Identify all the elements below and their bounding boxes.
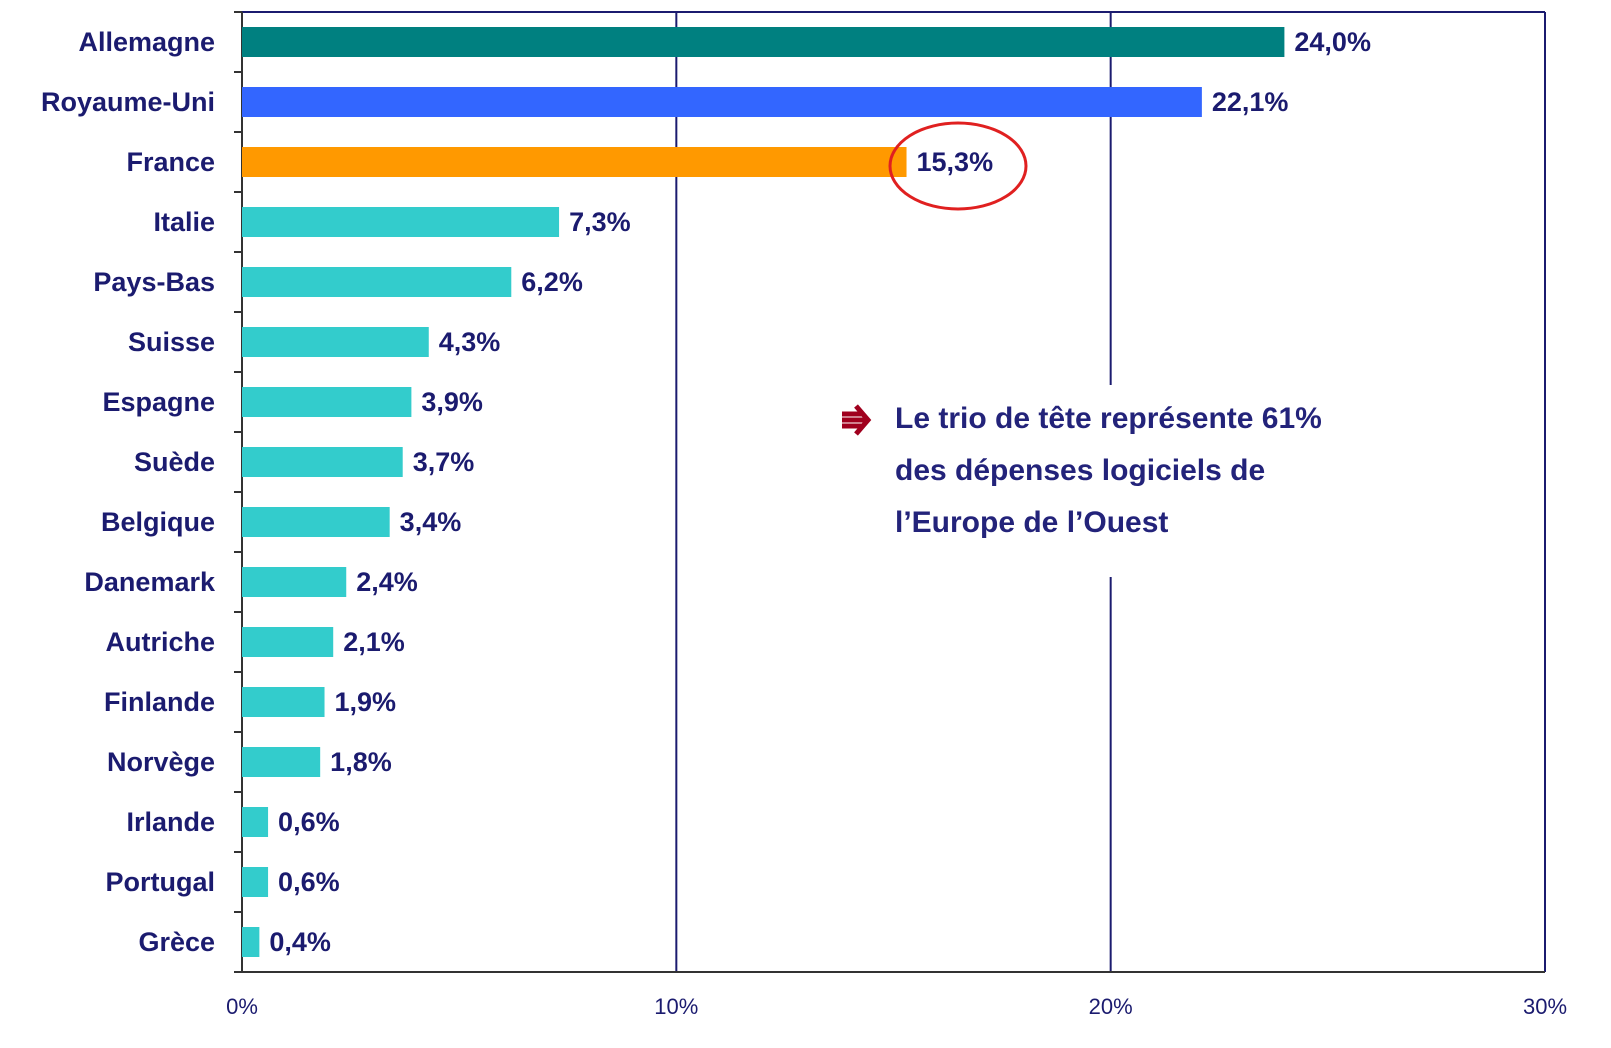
value-label: 24,0% — [1294, 27, 1371, 57]
category-label: Suisse — [128, 327, 215, 357]
value-label-bg — [408, 445, 479, 480]
category-label: Espagne — [102, 387, 215, 417]
bar — [242, 687, 325, 717]
category-label: Suède — [134, 447, 215, 477]
highlight-circle — [888, 121, 1028, 211]
bar — [242, 567, 347, 597]
category-label: Italie — [153, 207, 215, 237]
category-label: Irlande — [126, 807, 215, 837]
category-label: Portugal — [105, 867, 215, 897]
bar — [242, 507, 390, 537]
x-tick-label: 30% — [1523, 994, 1567, 1019]
value-label-bg — [274, 805, 344, 840]
value-label-bg — [339, 625, 409, 660]
category-label: Allemagne — [78, 27, 215, 57]
category-label: Finlande — [104, 687, 215, 717]
bar — [242, 147, 907, 177]
value-label: 3,7% — [413, 447, 475, 477]
category-label: Belgique — [101, 507, 215, 537]
bar — [242, 387, 412, 417]
category-label: Autriche — [105, 627, 215, 657]
category-label: Danemark — [84, 567, 216, 597]
value-label: 1,9% — [335, 687, 397, 717]
value-label-bg — [565, 205, 635, 240]
value-label: 2,1% — [343, 627, 405, 657]
value-label: 6,2% — [521, 267, 583, 297]
annotation: des dépenses logiciels de — [895, 454, 1265, 487]
value-label: 2,4% — [356, 567, 418, 597]
value-label-bg — [912, 145, 998, 180]
category-label: Royaume-Uni — [41, 87, 215, 117]
value-label: 22,1% — [1212, 87, 1289, 117]
value-label: 7,3% — [569, 207, 631, 237]
bar — [242, 627, 334, 657]
value-label-bg — [517, 265, 587, 300]
annotation-arrow — [842, 404, 872, 436]
x-tick-label: 20% — [1089, 994, 1133, 1019]
value-label-bg — [326, 745, 396, 780]
value-label-bg — [417, 385, 487, 420]
category-label: Norvège — [107, 747, 215, 777]
x-tick-label: 10% — [654, 994, 698, 1019]
value-label-bg — [352, 565, 422, 600]
category-label: Pays-Bas — [93, 267, 215, 297]
value-label-bg — [265, 925, 335, 960]
value-label: 0,4% — [269, 927, 331, 957]
value-label-bg — [1290, 25, 1375, 60]
bar — [242, 267, 512, 297]
bar — [242, 207, 560, 237]
value-label: 4,3% — [439, 327, 501, 357]
annotation-box — [830, 385, 1430, 577]
bar — [242, 927, 260, 957]
bar — [242, 447, 403, 477]
value-label: 0,6% — [278, 867, 340, 897]
category-label: France — [126, 147, 215, 177]
value-label: 15,3% — [917, 147, 994, 177]
value-label: 1,8% — [330, 747, 392, 777]
bar — [242, 747, 321, 777]
bar — [242, 27, 1285, 57]
value-label: 3,4% — [400, 507, 462, 537]
bar — [242, 87, 1202, 117]
annotation: Le trio de tête représente 61% — [895, 402, 1322, 435]
annotation: l’Europe de l’Ouest — [895, 506, 1168, 539]
value-label-bg — [1207, 85, 1293, 120]
bars: Allemagne 24,0% Royaume-Uni 22,1% France 15,3… — [41, 25, 1375, 960]
value-label: 0,6% — [278, 807, 340, 837]
x-tick-label: 0% — [226, 994, 258, 1019]
value-label-bg — [274, 865, 344, 900]
bar — [242, 807, 269, 837]
bar — [242, 867, 269, 897]
value-label-bg — [330, 685, 401, 720]
value-label-bg — [434, 325, 505, 360]
category-label: Grèce — [138, 927, 215, 957]
value-label-bg — [395, 505, 466, 540]
value-label: 3,9% — [421, 387, 483, 417]
bar — [242, 327, 429, 357]
